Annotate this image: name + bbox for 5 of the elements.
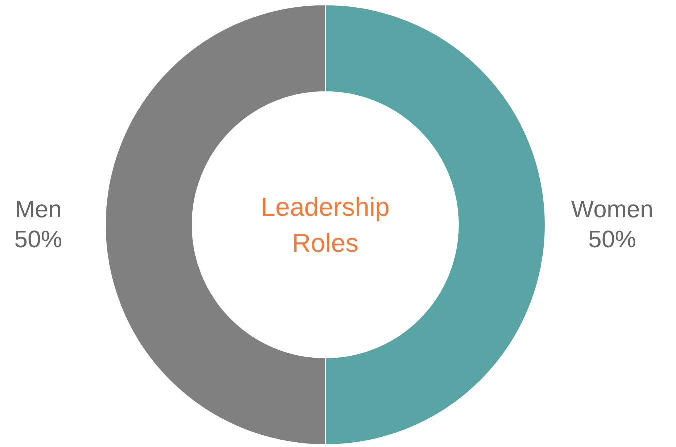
text: Leadership Roles [261, 192, 390, 258]
data-label: 50% [588, 226, 637, 254]
slice-label: Men [15, 196, 62, 224]
slice-label: Women [571, 196, 654, 224]
data-label: 50% [14, 226, 63, 254]
